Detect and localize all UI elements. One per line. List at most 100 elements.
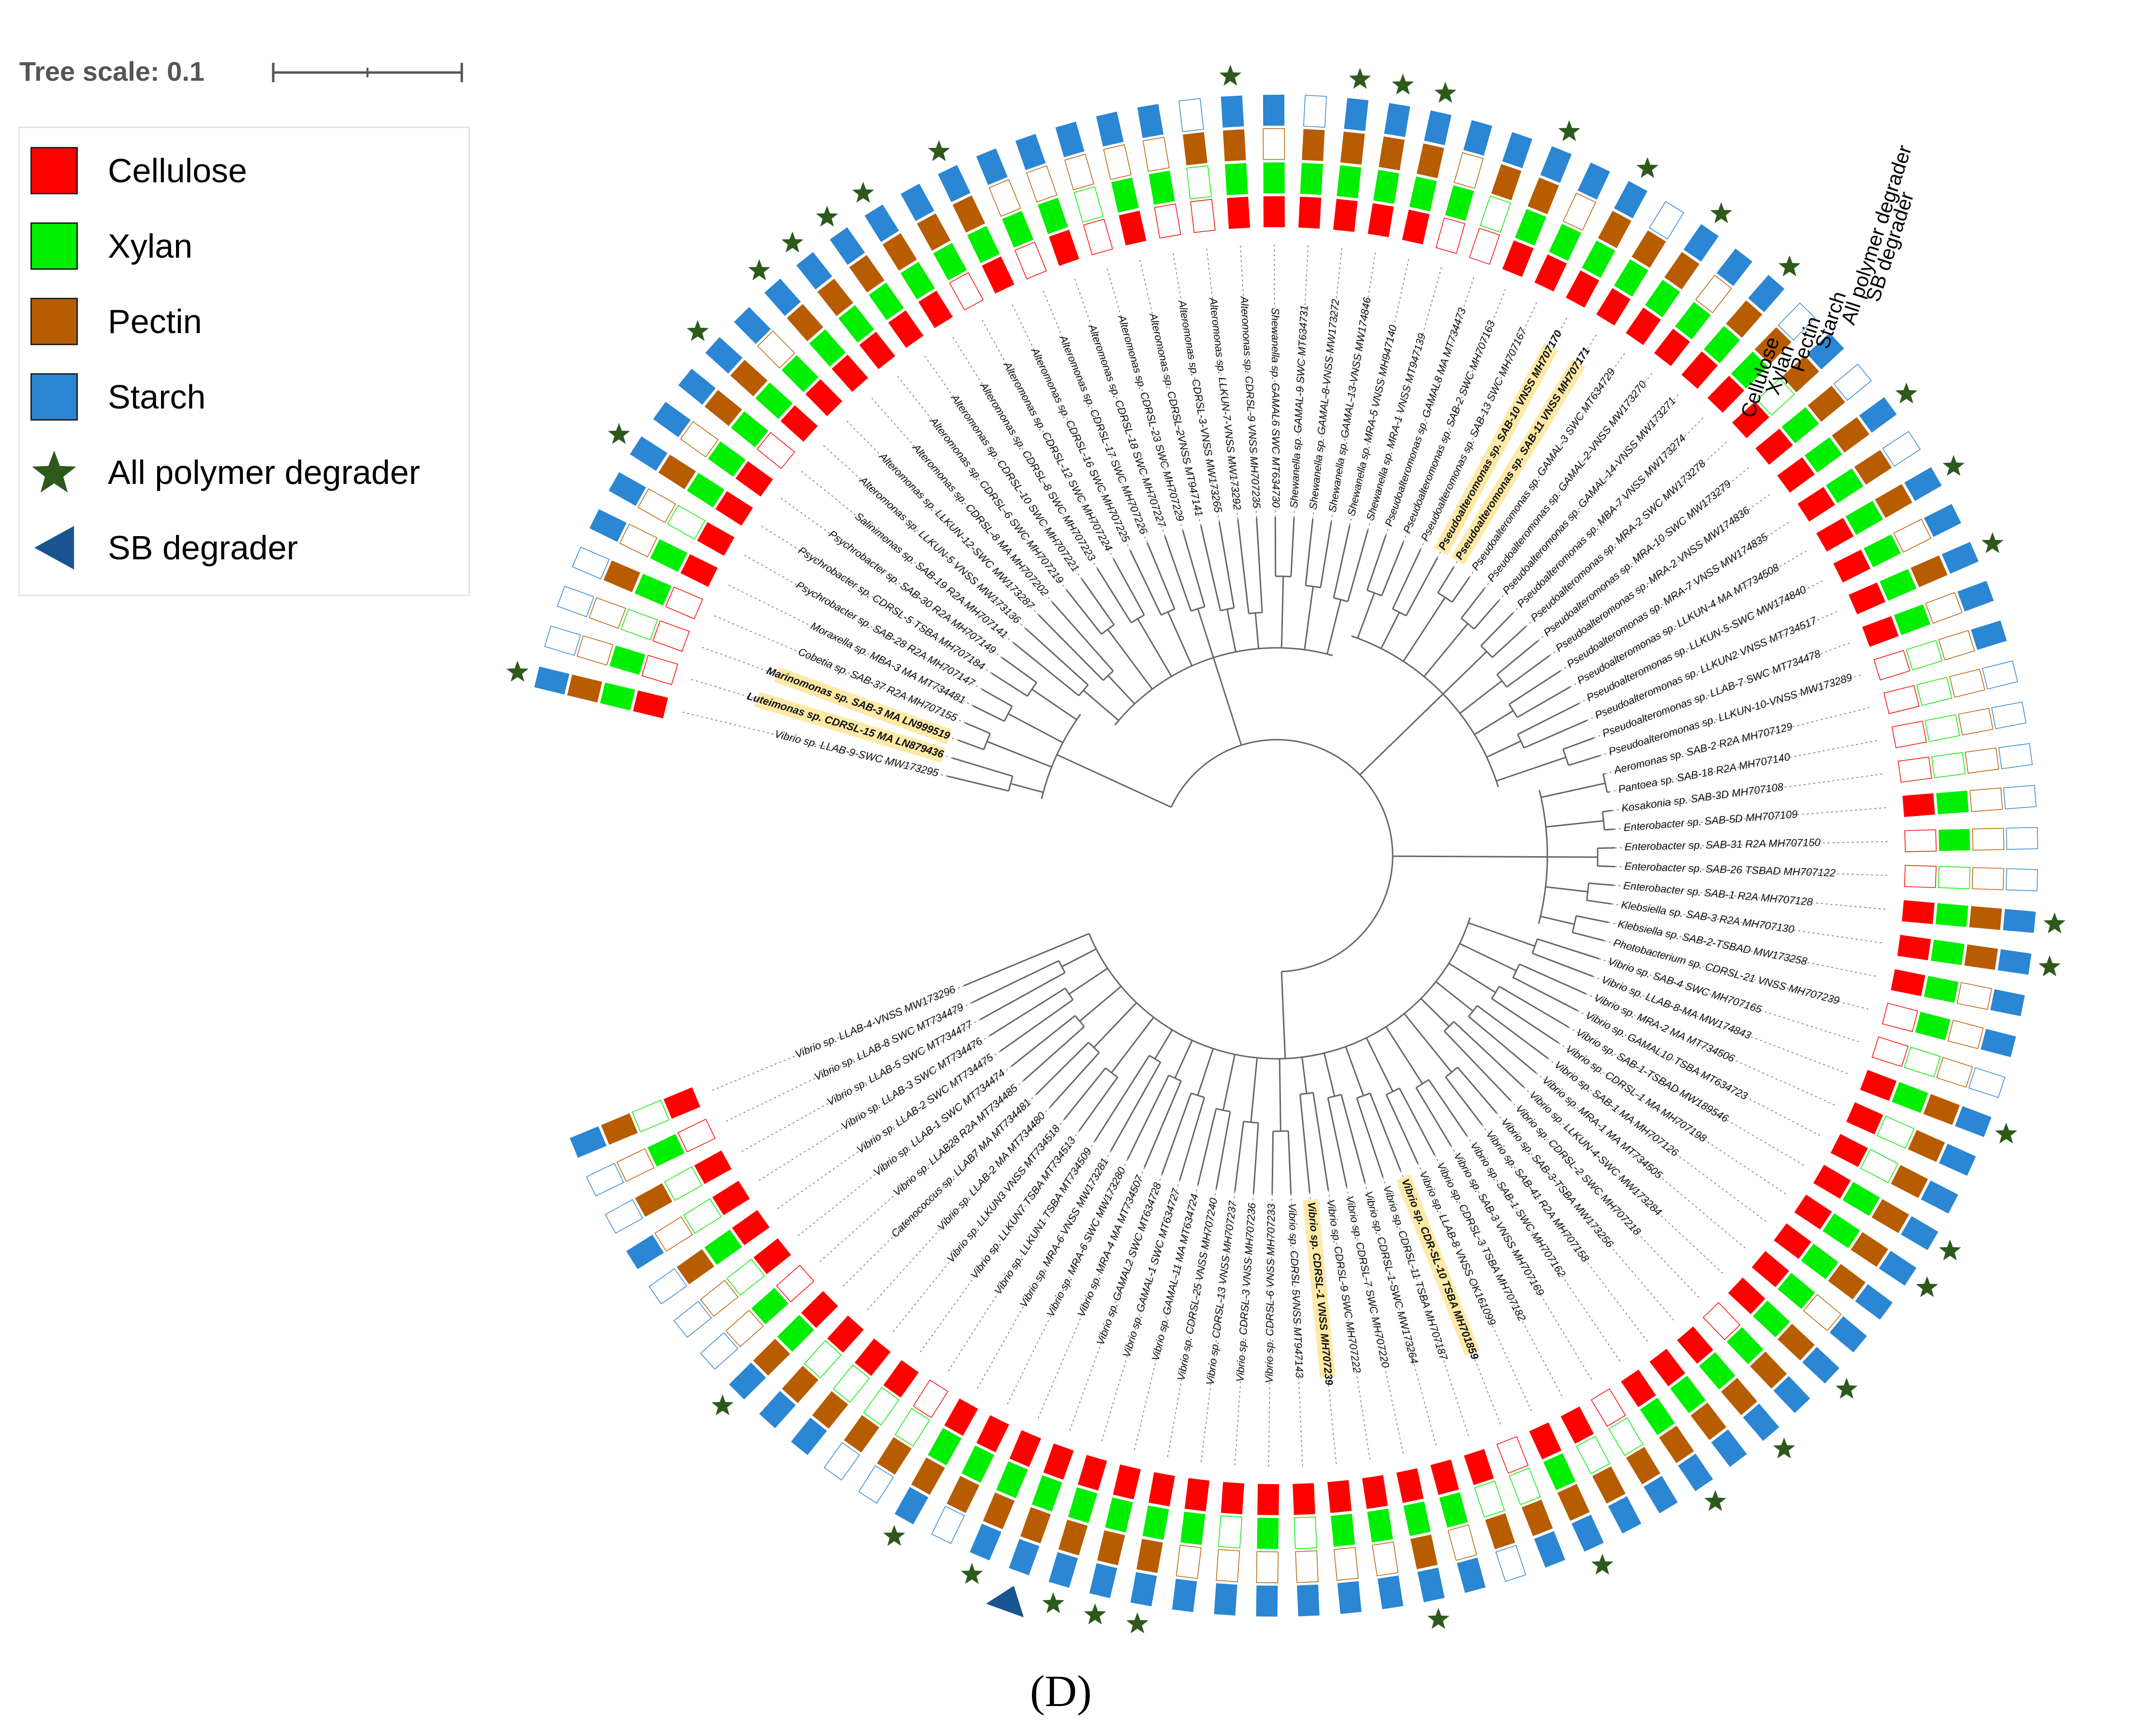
leaf-branch — [1370, 1093, 1400, 1170]
legend-label: Pectin — [108, 302, 202, 341]
clade-stem — [1393, 856, 1547, 857]
pectin-cell — [1958, 708, 1993, 735]
pectin-cell — [1851, 1232, 1888, 1267]
xylan-cell — [1904, 1047, 1940, 1077]
cellulose-cell — [757, 433, 794, 468]
subclade-stem — [1094, 1003, 1136, 1048]
all-polymer-star-icon — [781, 232, 804, 252]
pectin-cell — [1027, 166, 1057, 202]
clade-stem — [1057, 755, 1171, 807]
cellulose-cell — [1293, 1483, 1315, 1515]
tree-scale-label: Tree scale: 0.1 — [19, 56, 205, 87]
clade-arc — [1089, 918, 1470, 1059]
leaf-branch — [1513, 977, 1577, 1011]
legend-swatch — [30, 147, 78, 194]
pectin-cell — [753, 1339, 790, 1375]
subclade-stem — [1227, 609, 1236, 652]
leaf-branch — [1438, 567, 1454, 593]
xylan-cell — [864, 1387, 899, 1425]
starch-cell — [630, 437, 668, 471]
cellulose-cell — [1728, 1278, 1765, 1314]
subclade-stem — [1281, 576, 1283, 648]
starch-cell — [1921, 1181, 1958, 1213]
pectin-cell — [1632, 231, 1666, 268]
starch-cell — [706, 337, 743, 374]
cellulose-cell — [1872, 1037, 1908, 1066]
cellulose-cell — [1010, 1430, 1041, 1467]
pectin-cell — [620, 524, 657, 557]
starch-cell — [1678, 1454, 1713, 1491]
subclade-stem — [1381, 612, 1399, 648]
starch-cell — [1578, 162, 1610, 200]
xylan-cell — [1826, 468, 1864, 503]
legend-item: Starch — [30, 373, 206, 421]
leaf-branch — [1067, 590, 1102, 634]
xylan-cell — [1931, 940, 1965, 965]
leaf-branch — [1201, 526, 1220, 611]
all-polymer-star-icon — [852, 182, 874, 203]
leaf-branch — [1275, 517, 1276, 576]
cellulose-cell — [1113, 1464, 1141, 1499]
xylan-cell — [1445, 185, 1474, 221]
xylan-cell — [833, 1365, 869, 1402]
triangle-shape — [34, 526, 74, 569]
xylan-cell — [600, 683, 635, 711]
cellulose-cell — [1049, 230, 1079, 266]
starch-cell — [1496, 1546, 1526, 1582]
subclade-stem — [1403, 598, 1445, 661]
pectin-cell — [730, 360, 767, 396]
starch-cell — [1999, 744, 2032, 769]
pectin-cell — [1828, 1264, 1866, 1299]
starch-cell — [865, 204, 899, 242]
leaf-branch — [1603, 773, 1605, 774]
cellulose-cell — [1898, 757, 1931, 782]
starch-cell — [2006, 828, 2038, 849]
xylan-cell — [1576, 1436, 1610, 1473]
pectin-cell — [659, 454, 696, 489]
leaf-branch — [1532, 953, 1593, 977]
starch-cell — [1424, 110, 1452, 145]
starch-cell — [895, 1487, 928, 1524]
pectin-cell — [1136, 1539, 1163, 1573]
all-polymer-star-icon — [608, 423, 630, 444]
subclade-stem — [1449, 963, 1496, 993]
leaf-branch — [1257, 518, 1263, 613]
clade-arc — [1115, 648, 1333, 725]
cellulose-cell — [1566, 270, 1599, 307]
starch-cell — [1644, 1476, 1678, 1514]
subclade-stem — [1474, 711, 1513, 734]
starch-cell — [1540, 146, 1572, 183]
subclade-stem — [1324, 1053, 1335, 1096]
xylan-cell — [1225, 163, 1248, 195]
leaf-branch — [1026, 628, 1088, 685]
cellulose-cell — [1621, 1370, 1656, 1407]
all-polymer-star-icon — [1779, 255, 1801, 276]
xylan-cell — [1480, 196, 1510, 233]
leaf-branch — [1474, 600, 1499, 629]
pectin-cell — [877, 1437, 912, 1475]
cellulose-cell — [1298, 197, 1321, 229]
leaf-branch — [1130, 551, 1161, 615]
xylan-cell — [961, 1445, 994, 1483]
starch-cell — [796, 252, 832, 289]
pectin-cell — [1417, 144, 1444, 178]
xylan-cell — [1917, 677, 1952, 705]
leaf-branch — [1416, 1088, 1451, 1146]
leaf-branch — [1272, 1131, 1273, 1194]
subclade-stem — [1251, 1058, 1257, 1122]
cellulose-cell — [1897, 935, 1931, 961]
pectin-cell — [617, 1149, 654, 1181]
all-polymer-star-icon — [1705, 1490, 1727, 1511]
xylan-cell — [1143, 1505, 1169, 1540]
pectin-cell — [1721, 1378, 1757, 1415]
xylan-cell — [647, 1134, 685, 1167]
pectin-cell — [1908, 1130, 1945, 1162]
pectin-cell — [1939, 630, 1974, 660]
xylan-cell — [1439, 1492, 1468, 1528]
pectin-cell — [1948, 1020, 1983, 1049]
cellulose-cell — [1015, 242, 1046, 279]
leaf-branch — [1253, 1123, 1258, 1194]
subclade-stem — [987, 742, 1052, 767]
cellulose-cell — [1846, 1102, 1883, 1134]
pectin-cell — [1854, 450, 1892, 485]
